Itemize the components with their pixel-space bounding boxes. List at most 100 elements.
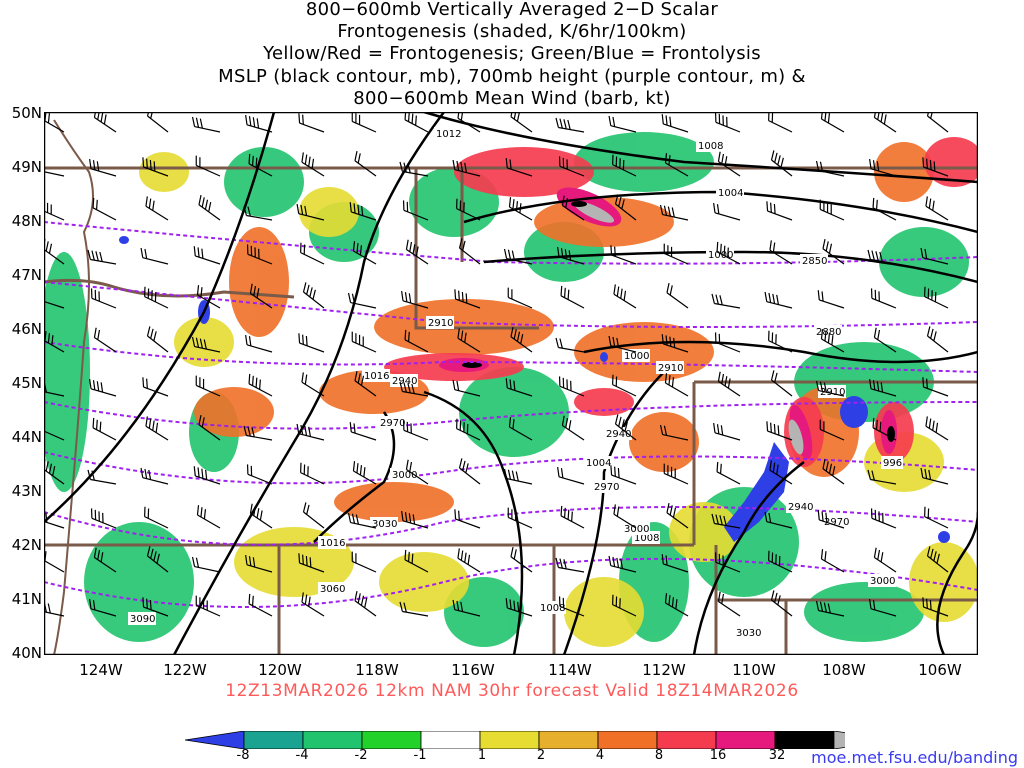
wind-barb bbox=[820, 549, 845, 573]
wind-barb bbox=[144, 286, 169, 309]
wind-barb bbox=[610, 245, 637, 265]
wind-barb bbox=[510, 112, 533, 133]
colorbar-segment bbox=[479, 731, 540, 749]
wind-barb bbox=[193, 246, 221, 265]
wind-barb bbox=[249, 283, 273, 309]
height-label: 3000 bbox=[870, 576, 895, 587]
wind-barb bbox=[456, 418, 481, 441]
wind-barb bbox=[351, 551, 377, 573]
colorbar-tick: 4 bbox=[595, 748, 605, 763]
wind-barb bbox=[503, 248, 533, 265]
wind-barb bbox=[822, 238, 845, 265]
wind-barb bbox=[769, 460, 793, 485]
wind-barb bbox=[90, 288, 117, 309]
lon-label-108w: 108W bbox=[822, 661, 866, 679]
wind-barb bbox=[301, 592, 325, 617]
wind-barb bbox=[614, 414, 637, 441]
wind-barb bbox=[302, 282, 325, 309]
wind-barb bbox=[922, 377, 949, 397]
wind-barb bbox=[717, 591, 741, 617]
wind-barb bbox=[768, 112, 793, 133]
wind-barb bbox=[458, 458, 481, 485]
wind-barb bbox=[663, 243, 689, 265]
height-label: 2940 bbox=[392, 376, 417, 387]
wind-barb bbox=[92, 417, 117, 441]
wind-barb bbox=[354, 370, 377, 397]
wind-barb bbox=[146, 326, 169, 353]
wind-barb bbox=[510, 326, 533, 353]
wind-barb bbox=[926, 546, 949, 573]
colorbar-tick: 32 bbox=[768, 748, 786, 763]
colorbar-segment bbox=[302, 731, 363, 749]
lat-label-40n: 40N bbox=[11, 644, 42, 662]
wind-barb bbox=[245, 334, 273, 353]
wind-barb bbox=[608, 555, 637, 573]
colorbar-segment bbox=[774, 731, 835, 749]
colorbar-segment bbox=[361, 731, 422, 749]
colorbar-tick: 8 bbox=[654, 748, 664, 763]
wind-barb bbox=[87, 469, 117, 485]
wind-barb bbox=[717, 151, 741, 177]
lon-label-120w: 120W bbox=[258, 661, 302, 679]
title-line-1: 800−600mb Vertically Averaged 2−D Scalar bbox=[305, 0, 719, 20]
frontogenesis-map: 1012 1008 1004 1000 1000 1016 1004 1016 … bbox=[44, 112, 978, 655]
wind-barb bbox=[404, 549, 429, 573]
wind-barb bbox=[301, 372, 325, 397]
wind-barb bbox=[44, 170, 65, 177]
wind-barb bbox=[296, 203, 325, 221]
wind-barb bbox=[870, 508, 897, 529]
wind-barb bbox=[613, 504, 637, 529]
wind-barb bbox=[405, 239, 429, 265]
wind-barb bbox=[869, 378, 897, 397]
height-label: 2880 bbox=[816, 327, 841, 338]
wind-barb bbox=[713, 422, 741, 441]
height-label: 2910 bbox=[658, 363, 683, 374]
wind-barb bbox=[300, 242, 325, 265]
wind-barb bbox=[457, 328, 481, 353]
wind-barb bbox=[352, 241, 377, 265]
mslp-label: 1016 bbox=[364, 371, 389, 382]
wind-barb bbox=[140, 467, 169, 485]
wind-barb bbox=[142, 157, 169, 177]
wind-barb bbox=[510, 546, 533, 573]
wind-barb bbox=[191, 556, 221, 573]
wind-barb bbox=[454, 509, 481, 529]
wind-barb bbox=[612, 154, 637, 177]
wind-barb bbox=[351, 112, 377, 133]
wind-barb bbox=[872, 417, 897, 441]
wind-barb bbox=[349, 422, 377, 441]
title-line-3: Yellow/Red = Frontogenesis; Green/Blue =… bbox=[263, 43, 761, 64]
height-label: 2910 bbox=[820, 387, 845, 398]
wind-barb bbox=[347, 292, 377, 309]
height-label: 3000 bbox=[624, 524, 649, 535]
lon-label-106w: 106W bbox=[918, 661, 962, 679]
wind-barb bbox=[766, 421, 793, 441]
colorbar-segment bbox=[715, 731, 776, 749]
wind-barb bbox=[872, 197, 897, 221]
wind-barb bbox=[922, 157, 949, 177]
colorbar-segment bbox=[656, 731, 717, 749]
mslp-label: 1004 bbox=[718, 188, 743, 199]
wind-barb bbox=[711, 293, 741, 309]
height-label: 3090 bbox=[130, 614, 155, 625]
wind-barb bbox=[191, 336, 221, 353]
height-label: 3060 bbox=[320, 584, 345, 595]
lat-label-49n: 49N bbox=[11, 158, 42, 176]
mslp-label: 1012 bbox=[436, 129, 461, 140]
wind-barb bbox=[90, 508, 117, 529]
lon-label-124w: 124W bbox=[79, 661, 123, 679]
wind-barb bbox=[770, 150, 793, 177]
wind-barb bbox=[920, 467, 949, 485]
wind-barb bbox=[354, 150, 377, 177]
source-url[interactable]: moe.met.fsu.edu/banding bbox=[811, 748, 1018, 767]
mslp-label: 1008 bbox=[698, 141, 723, 152]
wind-barb bbox=[191, 116, 221, 133]
colorbar-tick: -8 bbox=[236, 748, 250, 763]
wind-barb bbox=[661, 554, 689, 573]
wind-barb bbox=[89, 378, 117, 397]
wind-barb bbox=[555, 557, 585, 573]
wind-barb bbox=[198, 194, 221, 221]
wind-barb bbox=[245, 114, 273, 133]
wind-barb bbox=[248, 373, 273, 397]
wind-barb bbox=[507, 507, 533, 529]
